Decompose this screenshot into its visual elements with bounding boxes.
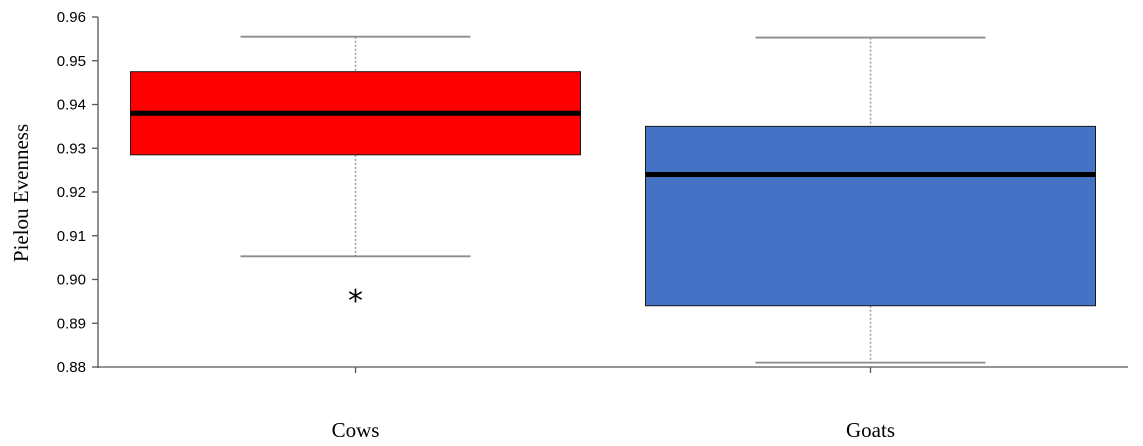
y-tick-label-1: 0.89 <box>57 315 86 332</box>
outlier-marker-cows-0: * <box>348 284 363 319</box>
y-tick-label-3: 0.91 <box>57 228 86 245</box>
y-tick-label-2: 0.90 <box>57 272 86 289</box>
axes <box>92 16 1128 373</box>
y-tick-label-5: 0.93 <box>57 140 86 157</box>
box-goats <box>645 125 1096 307</box>
x-tick-label-cows: Cows <box>332 418 380 441</box>
y-tick-label-8: 0.96 <box>57 9 86 26</box>
x-tick-label-goats: Goats <box>846 418 895 441</box>
box-marks: * <box>130 35 1096 364</box>
axis-labels: 0.88 0.89 0.90 0.91 0.92 0.93 0.94 0.95 0.96 Cows… <box>57 9 895 442</box>
y-axis-title: Pielou Evenness <box>9 124 33 262</box>
box-group-goats <box>645 36 1096 364</box>
y-tick-label-7: 0.95 <box>57 53 86 70</box>
box-group-cows: * <box>130 35 581 319</box>
y-tick-label-6: 0.94 <box>57 97 86 114</box>
y-tick-label-4: 0.92 <box>57 184 86 201</box>
y-tick-label-0: 0.88 <box>57 359 86 376</box>
